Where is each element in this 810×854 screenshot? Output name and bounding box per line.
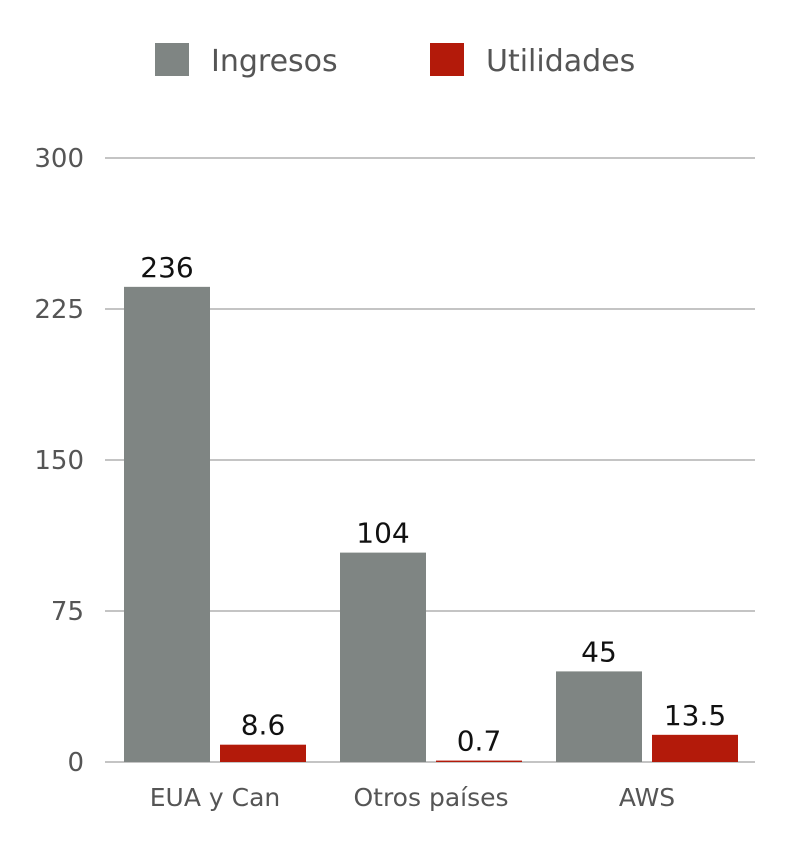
y-axis: 0 75 150 225 300	[34, 144, 84, 778]
data-label-ingresos: 45	[581, 635, 617, 668]
data-label-utilidades: 13.5	[664, 699, 726, 732]
bar-utilidades-0	[220, 744, 306, 762]
gridlines	[105, 157, 755, 763]
bar-utilidades-1	[436, 760, 522, 762]
bar-ingresos-2	[556, 671, 642, 762]
x-tick-label: EUA y Can	[150, 783, 281, 812]
data-label-utilidades: 8.6	[241, 709, 286, 742]
y-tick-label: 225	[34, 295, 84, 325]
y-tick-label: 75	[51, 597, 84, 627]
bar-utilidades-2	[652, 734, 738, 762]
x-axis: EUA y Can Otros países AWS	[150, 783, 675, 812]
y-tick-label: 0	[67, 748, 84, 778]
bars: 236 8.6 104 0.7 45 13.5	[124, 251, 738, 762]
bar-ingresos-0	[124, 286, 210, 762]
y-tick-label: 150	[34, 446, 84, 476]
legend-label-utilidades: Utilidades	[486, 44, 635, 79]
x-tick-label: AWS	[619, 783, 675, 812]
data-label-ingresos: 236	[140, 251, 193, 284]
legend-swatch-utilidades	[430, 43, 464, 76]
data-label-utilidades: 0.7	[457, 725, 502, 758]
legend-label-ingresos: Ingresos	[211, 44, 338, 79]
x-tick-label: Otros países	[353, 783, 508, 812]
y-tick-label: 300	[34, 144, 84, 174]
legend: Ingresos Utilidades	[155, 43, 635, 79]
legend-swatch-ingresos	[155, 43, 189, 76]
data-label-ingresos: 104	[356, 517, 409, 550]
bar-ingresos-1	[340, 552, 426, 762]
